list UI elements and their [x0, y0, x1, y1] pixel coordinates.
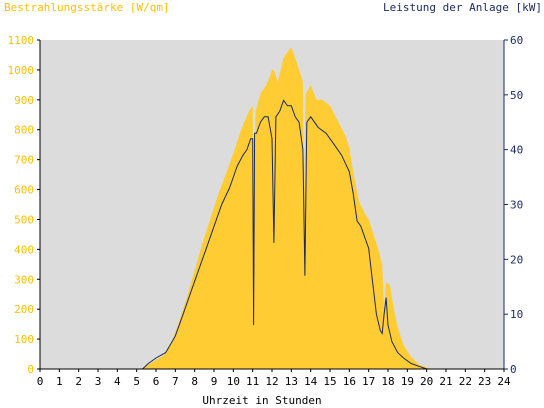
x-tick-label: 20 [420, 375, 433, 388]
x-tick-label: 4 [114, 375, 121, 388]
left-y-tick-label: 900 [14, 94, 34, 107]
left-y-tick-label: 700 [14, 154, 34, 167]
left-y-tick-label: 500 [14, 213, 34, 226]
left-y-tick-label: 100 [14, 333, 34, 346]
x-tick-label: 7 [172, 375, 179, 388]
x-tick-label: 23 [478, 375, 491, 388]
x-tick-label: 13 [285, 375, 298, 388]
x-tick-label: 12 [265, 375, 278, 388]
x-tick-label: 16 [343, 375, 356, 388]
left-y-tick-label: 600 [14, 184, 34, 197]
irradiance-area [40, 47, 504, 369]
x-tick-label: 0 [37, 375, 44, 388]
x-tick-label: 10 [227, 375, 240, 388]
left-y-tick-label: 300 [14, 273, 34, 286]
right-y-tick-label: 30 [510, 199, 523, 212]
right-axis-title: Leistung der Anlage [kW] [383, 1, 542, 14]
left-y-tick-label: 1100 [8, 34, 35, 47]
right-y-tick-label: 10 [510, 308, 523, 321]
x-tick-label: 21 [439, 375, 452, 388]
left-y-tick-label: 200 [14, 303, 34, 316]
x-tick-label: 17 [362, 375, 375, 388]
left-y-tick-label: 0 [27, 363, 34, 376]
irradiance-area-layer [40, 47, 504, 369]
left-y-tick-label: 800 [14, 124, 34, 137]
x-tick-label: 5 [133, 375, 140, 388]
right-y-tick-label: 60 [510, 34, 523, 47]
left-axis-title: Bestrahlungsstärke [W/qm] [4, 1, 170, 14]
left-y-tick-label: 400 [14, 243, 34, 256]
power-line [40, 99, 504, 370]
x-tick-label: 8 [191, 375, 198, 388]
x-tick-label: 19 [401, 375, 414, 388]
x-axis-ticks: 0 1 2 3 4 5 6 7 8 9 10 11 12 13 14 15 16 17 18 19 20 21 22 23 24 [37, 369, 511, 388]
x-tick-label: 1 [56, 375, 63, 388]
left-y-tick-label: 1000 [8, 64, 35, 77]
x-tick-label: 24 [497, 375, 511, 388]
x-tick-label: 9 [211, 375, 218, 388]
right-y-axis-ticks: 0 10 20 30 40 50 60 [504, 34, 523, 376]
x-tick-label: 6 [153, 375, 160, 388]
power-line-layer [40, 99, 504, 370]
right-y-tick-label: 40 [510, 144, 523, 157]
left-y-axis-ticks: 0 100 200 300 400 500 600 700 800 900 1000 1100 [8, 34, 40, 376]
right-y-tick-label: 20 [510, 253, 523, 266]
right-y-tick-label: 0 [510, 363, 517, 376]
x-axis-label: Uhrzeit in Stunden [202, 394, 321, 407]
x-tick-label: 22 [459, 375, 472, 388]
x-tick-label: 18 [381, 375, 394, 388]
right-y-tick-label: 50 [510, 89, 523, 102]
x-tick-label: 11 [246, 375, 259, 388]
x-tick-label: 15 [323, 375, 336, 388]
x-tick-label: 14 [304, 375, 318, 388]
x-tick-label: 3 [95, 375, 102, 388]
x-tick-label: 2 [75, 375, 82, 388]
